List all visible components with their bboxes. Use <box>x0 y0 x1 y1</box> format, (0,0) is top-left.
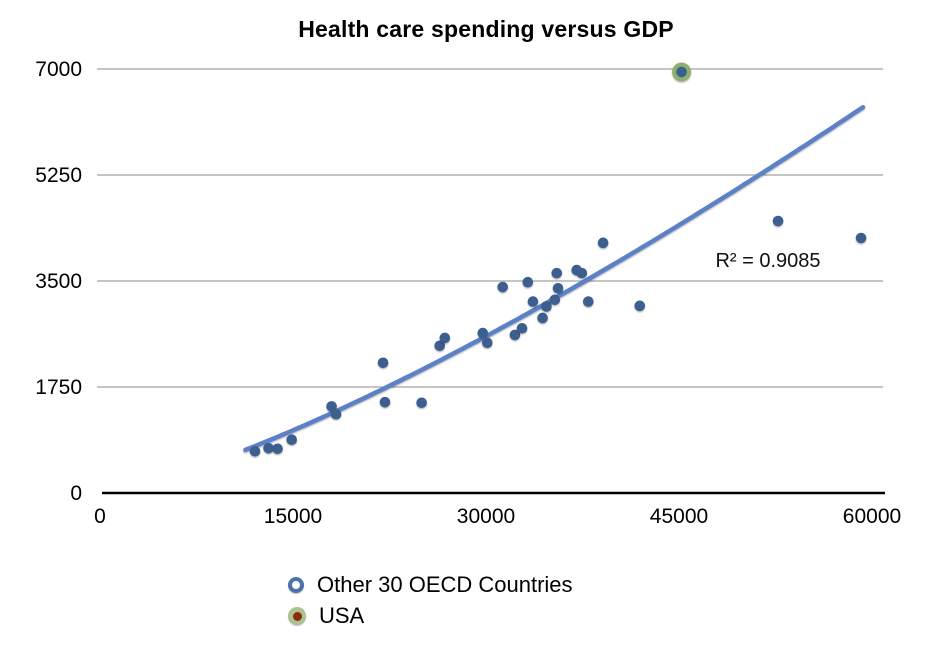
data-point-oecd <box>582 296 594 307</box>
data-point-oecd <box>537 312 548 324</box>
data-point-oecd <box>326 401 337 412</box>
x-tick-label: 15000 <box>264 505 322 528</box>
data-point-oecd <box>379 396 391 408</box>
data-point-oecd <box>477 327 489 339</box>
data-point-oecd <box>286 434 298 445</box>
r-squared-annotation: R² = 0.9085 <box>715 250 821 272</box>
y-tick-label: 5250 <box>35 164 82 187</box>
usa-circle-icon <box>288 607 306 625</box>
data-point-oecd <box>552 282 564 294</box>
y-tick-label: 7000 <box>35 58 82 81</box>
data-point-oecd <box>509 329 521 341</box>
data-point-usa-center <box>676 66 687 78</box>
trend-line <box>243 104 866 453</box>
chart-legend: Other 30 OECD Countries USA <box>288 572 573 629</box>
x-tick-label: 0 <box>94 505 106 528</box>
x-tick-label: 45000 <box>650 505 708 528</box>
chart-title: Health care spending versus GDP <box>298 16 674 42</box>
data-point-oecd <box>855 232 867 244</box>
data-point-oecd <box>497 281 509 293</box>
data-point-oecd <box>634 300 646 312</box>
data-point-oecd <box>597 237 609 249</box>
data-point-oecd <box>439 332 451 344</box>
data-point-oecd <box>330 408 342 420</box>
legend-item-oecd: Other 30 OECD Countries <box>288 572 573 598</box>
data-point-oecd <box>522 276 534 288</box>
data-point-oecd <box>263 442 274 454</box>
data-point-oecd <box>541 301 552 312</box>
y-tick-label: 3500 <box>35 270 82 293</box>
x-tick-label: 60000 <box>843 505 901 528</box>
usa-circle-center-icon <box>292 611 302 621</box>
data-point-oecd <box>481 337 493 349</box>
x-tick-label: 30000 <box>457 505 515 528</box>
y-tick-label: 1750 <box>35 376 82 399</box>
data-point-oecd <box>549 294 561 306</box>
data-point-oecd <box>416 397 427 409</box>
data-point-oecd <box>272 443 283 455</box>
data-point-oecd <box>377 357 389 369</box>
data-point-oecd <box>551 267 563 279</box>
oecd-open-circle-icon <box>288 577 304 593</box>
data-point-oecd <box>527 296 539 307</box>
legend-label-usa: USA <box>319 603 365 628</box>
data-point-oecd <box>434 340 445 352</box>
data-point-oecd <box>772 215 784 227</box>
legend-item-usa: USA <box>288 603 573 629</box>
y-tick-label: 0 <box>70 482 82 505</box>
data-point-oecd <box>576 267 588 279</box>
legend-label-oecd: Other 30 OECD Countries <box>317 572 573 597</box>
data-point-oecd <box>249 445 261 457</box>
data-point-oecd <box>516 322 528 334</box>
